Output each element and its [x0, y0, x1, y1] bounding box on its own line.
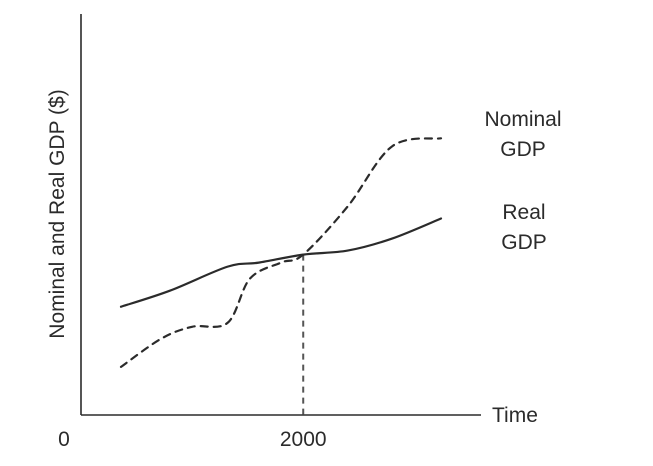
x-tick-labels: 2000	[280, 428, 327, 451]
series-label-nominal-gdp-line-2: GDP	[500, 138, 546, 161]
series-labels: Nominal GDP Real GDP	[484, 108, 561, 254]
series-line-real-gdp	[119, 217, 443, 308]
series-line-nominal-gdp	[119, 137, 443, 368]
y-axis-label: Nominal and Real GDP ($)	[46, 89, 69, 338]
x-axis-label: Time	[492, 404, 538, 427]
series-label-real-gdp-line-1: Real	[502, 201, 545, 224]
x-tick-label-2000: 2000	[280, 428, 327, 451]
origin-label: 0	[58, 428, 70, 451]
series-label-nominal-gdp-line-1: Nominal	[484, 108, 561, 131]
series-layer	[119, 137, 443, 368]
series-label-real-gdp-line-2: GDP	[501, 231, 547, 254]
